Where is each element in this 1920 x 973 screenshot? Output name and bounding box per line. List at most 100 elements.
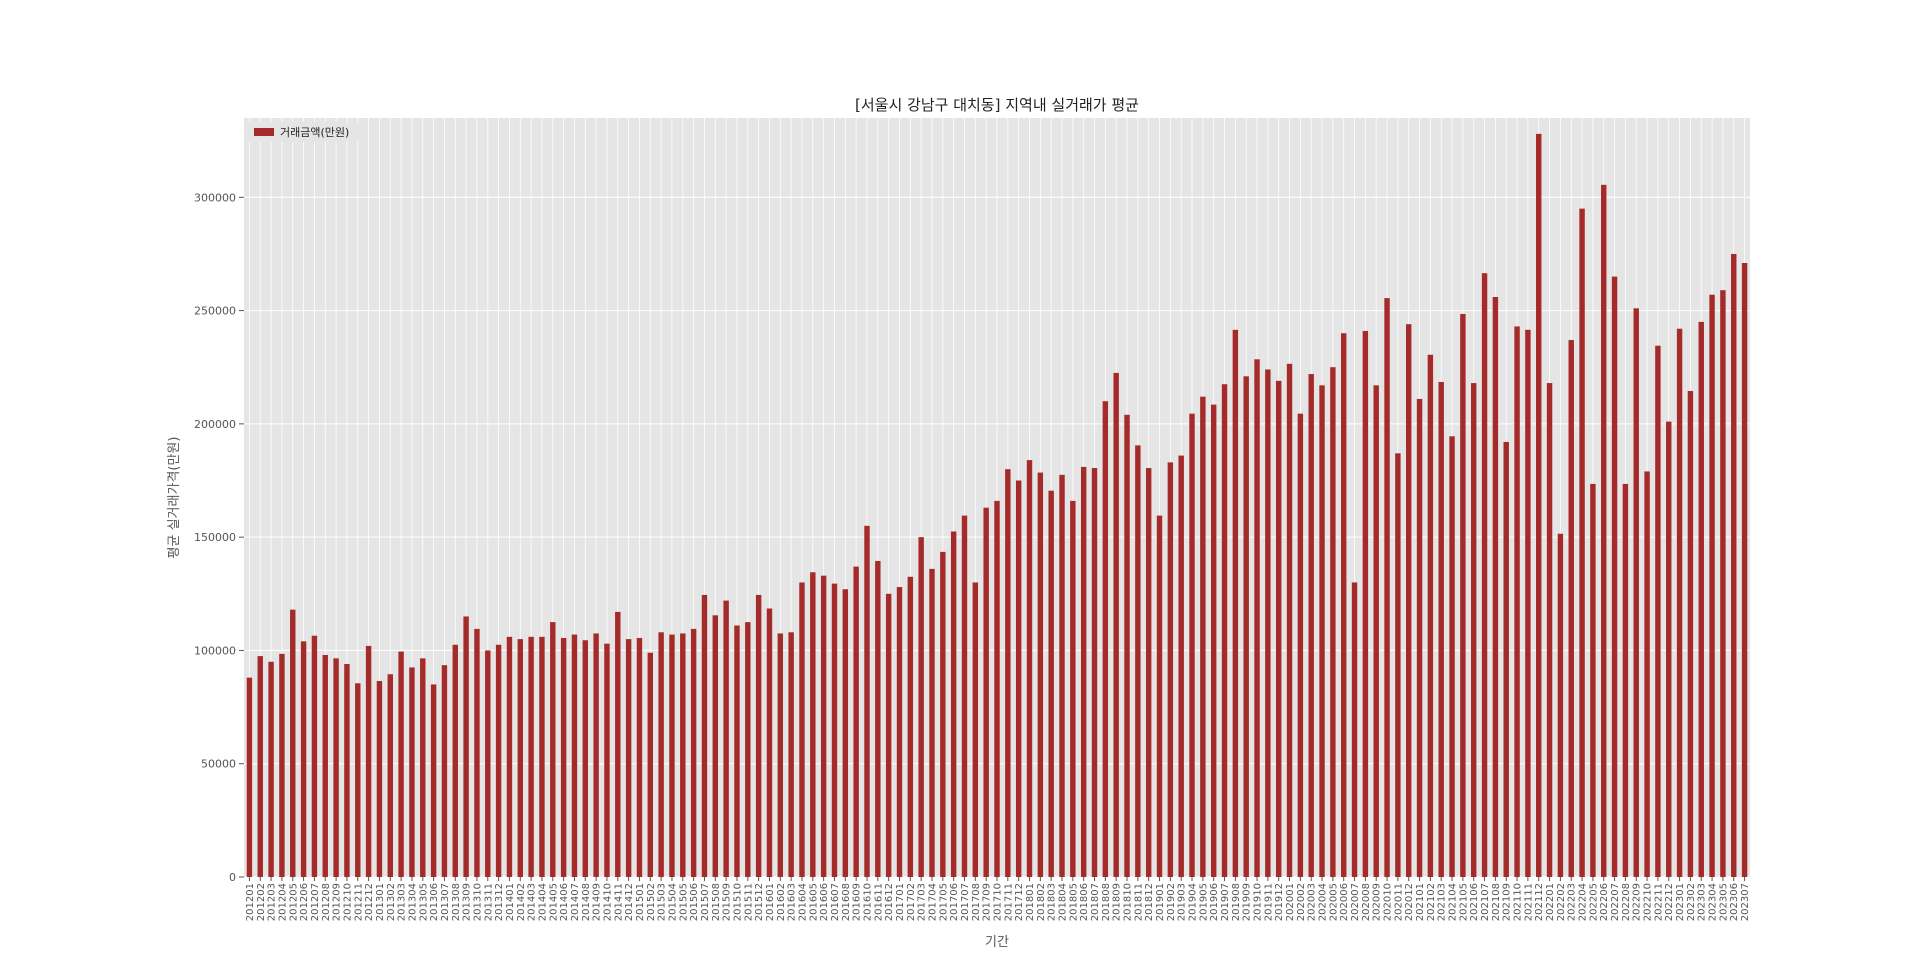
x-tick-label: 201405 <box>548 883 559 921</box>
bar <box>1633 308 1639 877</box>
bar <box>788 632 794 877</box>
bar <box>506 636 513 877</box>
x-tick-label: 201408 <box>581 883 592 921</box>
x-tick-label: 202009 <box>1372 883 1383 921</box>
x-tick-label: 202001 <box>1285 883 1296 921</box>
x-tick-label: 201208 <box>321 883 332 921</box>
bar <box>1059 474 1065 877</box>
bar <box>430 684 437 877</box>
bar <box>398 651 404 877</box>
x-tick-label: 202012 <box>1404 883 1415 921</box>
x-tick-label: 201307 <box>440 883 451 921</box>
bar <box>842 589 849 877</box>
x-tick-label: 201807 <box>1090 883 1101 921</box>
bar <box>1514 326 1520 878</box>
x-tick-label: 201502 <box>646 883 657 921</box>
bar <box>517 639 523 877</box>
x-tick-label: 201302 <box>386 883 397 921</box>
x-tick-label: 201606 <box>819 883 830 921</box>
bar <box>604 643 610 877</box>
bar <box>1189 413 1195 877</box>
y-tick-label: 0 <box>229 871 236 884</box>
bar <box>1406 324 1412 877</box>
bar <box>918 537 924 877</box>
x-tick-label: 202203 <box>1567 883 1578 921</box>
bar <box>1655 345 1661 877</box>
x-axis: 201201 201202 201203 201204 201205 201206 2012… <box>245 877 1751 921</box>
x-tick-label: 201505 <box>678 883 689 921</box>
bar <box>755 594 762 877</box>
bar <box>1156 515 1163 877</box>
bar <box>1427 354 1434 877</box>
bar <box>983 507 989 877</box>
x-tick-label: 201711 <box>1003 883 1014 921</box>
x-tick-label: 201312 <box>494 883 505 921</box>
x-tick-label: 202206 <box>1599 883 1610 921</box>
bar <box>495 644 502 877</box>
bar <box>712 615 719 877</box>
x-tick-label: 201212 <box>364 883 375 921</box>
bar <box>1471 383 1477 877</box>
bar <box>1135 445 1141 877</box>
x-tick-label: 201611 <box>873 883 884 921</box>
bar <box>539 636 545 877</box>
legend: 거래금액(만원) <box>248 122 360 142</box>
x-tick-label: 201501 <box>635 883 646 921</box>
bar <box>1481 273 1488 878</box>
bar <box>1557 533 1564 877</box>
bar <box>1113 372 1119 877</box>
bar <box>365 645 372 877</box>
bar <box>994 500 1000 877</box>
x-tick-label: 201806 <box>1079 883 1090 921</box>
x-tick-label: 201404 <box>537 883 548 921</box>
x-tick-label: 201702 <box>906 883 917 921</box>
x-tick-label: 201905 <box>1198 883 1209 921</box>
x-tick-label: 201402 <box>516 883 527 921</box>
x-tick-label: 201903 <box>1177 883 1188 921</box>
bar <box>582 640 588 877</box>
bar <box>1384 298 1390 877</box>
x-tick-label: 201911 <box>1263 883 1274 921</box>
bar <box>441 665 448 877</box>
x-tick-label: 201801 <box>1025 883 1036 921</box>
x-tick-label: 201707 <box>960 883 971 921</box>
x-tick-label: 201607 <box>830 883 841 921</box>
bar <box>376 681 383 877</box>
bar <box>268 661 274 877</box>
bar <box>625 639 632 877</box>
x-tick-label: 201306 <box>429 883 440 921</box>
x-tick-label: 201812 <box>1144 883 1155 921</box>
bar <box>1373 385 1379 877</box>
x-tick-label: 201201 <box>245 883 256 921</box>
x-tick-label: 202202 <box>1556 883 1567 921</box>
bar <box>1340 333 1347 878</box>
x-tick-label: 202006 <box>1339 883 1350 921</box>
bar <box>615 611 621 877</box>
x-tick-label: 201601 <box>765 883 776 921</box>
x-tick-label: 202302 <box>1686 883 1697 921</box>
x-tick-label: 201504 <box>667 883 678 921</box>
x-tick-label: 202106 <box>1469 883 1480 921</box>
x-tick-label: 202307 <box>1740 883 1751 921</box>
x-axis-label: 기간 <box>985 935 1009 950</box>
bar <box>1503 441 1509 877</box>
x-tick-label: 201712 <box>1014 883 1025 921</box>
bar <box>1080 466 1087 877</box>
bar <box>420 658 426 877</box>
y-tick-label: 100000 <box>194 644 236 657</box>
x-tick-label: 201802 <box>1036 883 1047 921</box>
bar <box>279 653 285 877</box>
bar <box>1644 471 1650 877</box>
bar <box>799 582 805 877</box>
bar <box>1362 330 1369 877</box>
bar <box>1687 391 1694 877</box>
x-tick-label: 201704 <box>927 883 938 921</box>
bar <box>723 600 729 877</box>
bar <box>972 582 979 877</box>
bar <box>1026 460 1033 877</box>
x-tick-label: 201901 <box>1155 883 1166 921</box>
x-tick-label: 201507 <box>700 883 711 921</box>
x-tick-label: 202201 <box>1545 883 1556 921</box>
